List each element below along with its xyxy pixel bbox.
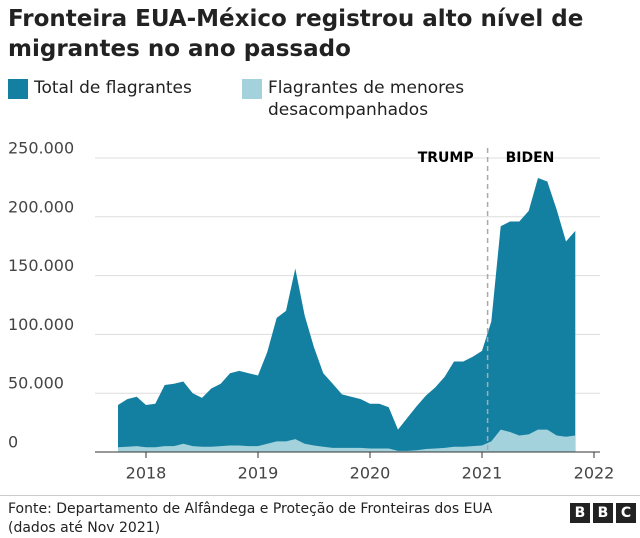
- legend-label: Total de flagrantes: [34, 78, 192, 98]
- x-tick-label: 2022: [574, 464, 615, 483]
- x-tick-label: 2020: [350, 464, 391, 483]
- legend-swatch: [8, 79, 28, 99]
- x-tick-label: 2021: [462, 464, 503, 483]
- annotation: BIDEN: [506, 150, 555, 166]
- area: [118, 429, 576, 452]
- logo-letter: B: [593, 503, 613, 523]
- y-tick-label: 150.000: [8, 256, 74, 275]
- y-tick-label: 0: [8, 433, 18, 452]
- logo-letter: B: [570, 503, 590, 523]
- x-tick-label: 2018: [126, 464, 167, 483]
- annotation: TRUMP: [418, 150, 474, 166]
- y-tick-label: 50.000: [8, 374, 64, 393]
- logo-letter: C: [616, 503, 636, 523]
- area: [118, 177, 576, 452]
- x-tick-label: 2019: [238, 464, 279, 483]
- chart: 0 50.000 100.000 150.000 200.000 250.000 2018 2…: [8, 139, 615, 483]
- y-tick-label: 200.000: [8, 197, 74, 216]
- legend-label: Flagrantes de menores desacompanhados: [268, 78, 465, 120]
- source: Fonte: Departamento de Alfândega e Prote…: [8, 501, 493, 536]
- y-tick-label: 100.000: [8, 315, 74, 334]
- legend-swatch: [242, 79, 262, 99]
- footer-rule: [0, 495, 640, 496]
- y-tick-label: 250.000: [8, 139, 74, 158]
- chart-title: Fronteira EUA-México registrou alto níve…: [8, 6, 584, 62]
